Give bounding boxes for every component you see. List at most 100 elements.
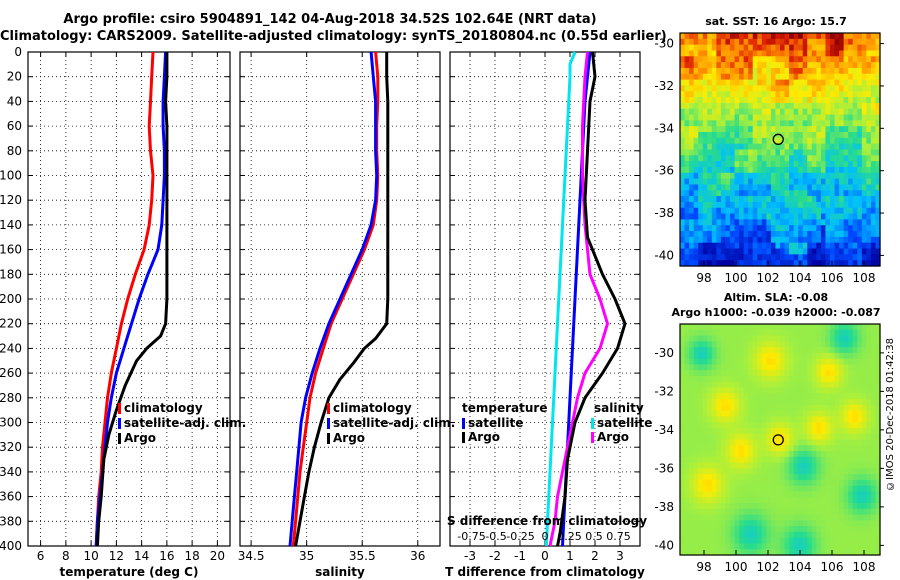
sla-map-cell: [757, 497, 763, 504]
sla-map-cell: [784, 445, 790, 452]
sla-map-cell: [816, 433, 822, 441]
sla-map-cell: [780, 462, 786, 469]
sst-map-cell: [761, 85, 767, 92]
sst-map-cell: [866, 213, 872, 220]
sst-map-cell: [834, 97, 840, 104]
sst-map-cell: [684, 161, 690, 168]
sla-map-cell: [870, 491, 877, 498]
sla-map-cell: [752, 381, 758, 389]
sst-map-cell: [816, 38, 822, 46]
sla-map-cell: [870, 404, 877, 412]
sla-map-cell: [693, 387, 699, 394]
sst-map-cell: [725, 172, 731, 180]
sla-map-cell: [870, 347, 877, 354]
sla-map-cell: [861, 474, 867, 481]
sla-map-cell: [784, 433, 790, 441]
sla-map-cell: [816, 324, 822, 331]
sst-map-cell: [834, 161, 840, 168]
sla-map-cell: [861, 410, 867, 418]
sla-map-cell: [720, 479, 727, 487]
sla-map-cell: [820, 497, 827, 504]
sla-map-ytick-label: -38: [654, 500, 674, 514]
sst-map-cell: [802, 44, 808, 52]
sla-map-cell: [807, 393, 813, 400]
sst-map-cell: [680, 120, 686, 127]
sst-map-cell: [780, 161, 786, 168]
sst-map-cell: [843, 97, 849, 104]
sla-map-cell: [707, 451, 713, 458]
sla-map-cell: [843, 335, 849, 342]
sla-map-cell: [830, 347, 836, 354]
sst-map-cell: [766, 207, 772, 215]
sla-map-cell: [870, 422, 877, 429]
sla-map-cell: [825, 399, 831, 406]
sst-map-cell: [802, 132, 808, 139]
sla-map-cell: [711, 479, 717, 487]
sla-map-cell: [857, 549, 863, 556]
sla-map-cell: [834, 485, 840, 493]
sst-map-cell: [843, 67, 849, 75]
sla-map-cell: [720, 491, 727, 498]
sst-map-cell: [870, 62, 877, 69]
sla-map-cell: [834, 479, 840, 487]
sst-map-cell: [734, 213, 740, 220]
sst-map-cell: [793, 79, 799, 87]
sst-map-cell: [866, 102, 872, 110]
sla-map-cell: [734, 468, 740, 475]
sst-map-cell: [680, 178, 686, 186]
sst-map-cell: [870, 44, 877, 52]
sst-map-cell: [798, 114, 804, 121]
sst-map-cell: [811, 248, 817, 255]
sla-map-cell: [839, 352, 845, 360]
sst-map-cell: [857, 44, 863, 52]
sst-map-cell: [689, 114, 695, 121]
sla-map-cell: [680, 479, 686, 487]
sst-map-cell: [843, 225, 849, 232]
sst-map-cell: [830, 114, 836, 121]
sst-map-cell: [720, 242, 727, 250]
sst-map-cell: [707, 56, 713, 63]
sla-map-cell: [820, 479, 827, 487]
sla-map-cell: [775, 329, 781, 337]
sst-map-cell: [766, 172, 772, 180]
sst-map-cell: [770, 102, 777, 110]
sst-map-cell: [861, 120, 867, 127]
sla-map-cell: [680, 439, 686, 446]
sst-map-cell: [820, 254, 827, 261]
sst-map-cell: [780, 79, 786, 87]
sla-map-cell: [820, 358, 827, 366]
sst-map-cell: [857, 62, 863, 69]
sst-map-cell: [766, 201, 772, 209]
sla-map-cell: [780, 497, 786, 504]
sla-map-cell: [689, 543, 695, 550]
sla-map-cell: [870, 451, 877, 458]
sst-map-cell: [784, 178, 790, 186]
sla-map-cell: [861, 370, 867, 377]
sla-map-cell: [861, 404, 867, 412]
sla-map-cell: [852, 416, 858, 423]
sla-map-cell: [820, 456, 827, 464]
sla-map-cell: [816, 491, 822, 498]
sst-map-cell: [734, 33, 740, 40]
sst-map-cell: [807, 231, 813, 238]
sst-map-cell: [848, 97, 854, 104]
sst-map-cell: [752, 248, 758, 255]
sst-map-cell: [734, 149, 740, 156]
sst-map-cell: [875, 254, 881, 261]
sst-map-cell: [839, 172, 845, 180]
sst-map-cell: [852, 33, 858, 40]
sst-map-cell: [816, 201, 822, 209]
sla-map-cell: [707, 468, 713, 475]
sst-map-cell: [702, 126, 708, 133]
diff-stick-label: 0: [542, 530, 549, 543]
sst-map-cell: [875, 190, 881, 197]
sla-map-cell: [861, 537, 867, 545]
sla-map-cell: [770, 404, 777, 412]
sst-map-cell: [793, 73, 799, 81]
sla-map-cell: [780, 451, 786, 458]
diff-stick-label: -0.75: [457, 530, 485, 543]
sla-map-cell: [798, 479, 804, 487]
sla-map-cell: [743, 508, 749, 516]
sst-map-cell: [748, 91, 754, 98]
sst-map-cell: [820, 149, 827, 156]
